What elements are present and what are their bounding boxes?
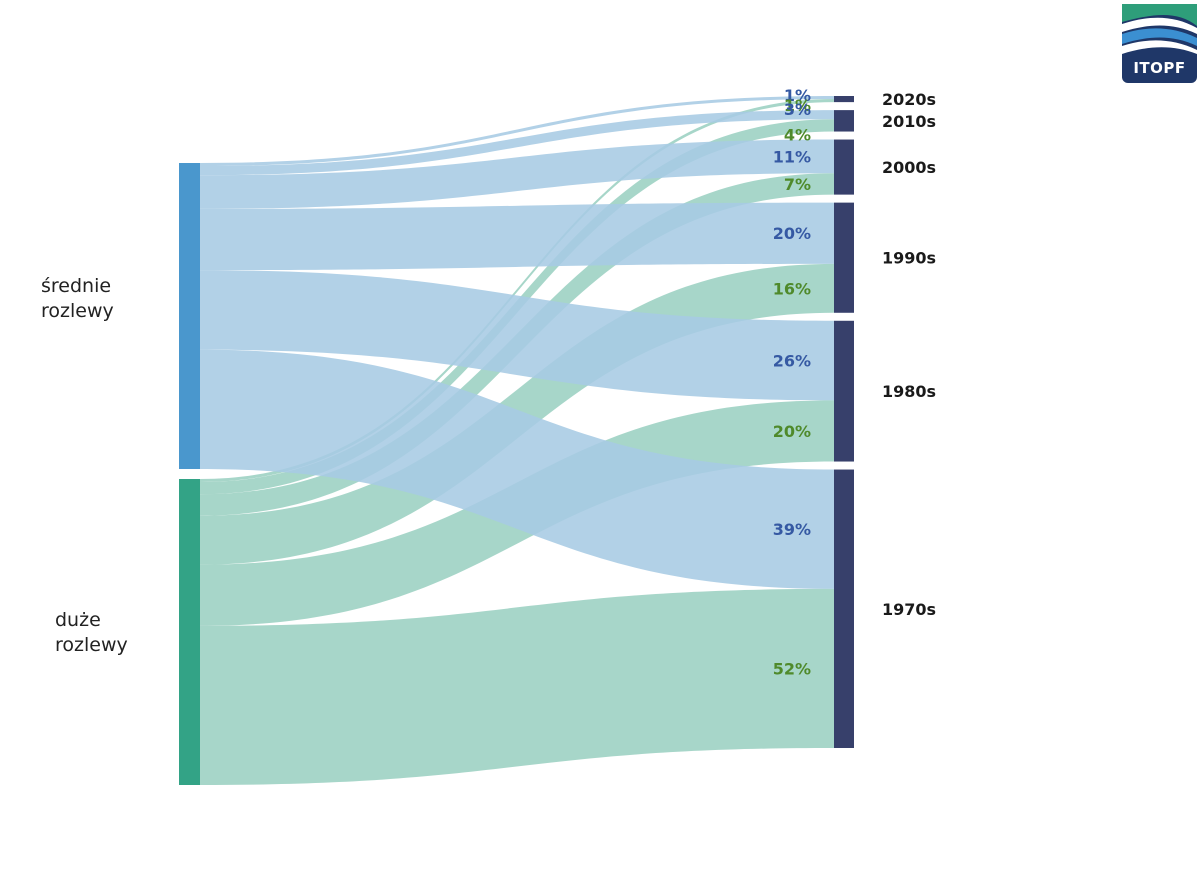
decade-label-2000s: 2000s <box>882 158 936 177</box>
percent-label-large-2010s: 4% <box>784 126 811 145</box>
decade-label-1970s: 1970s <box>882 600 936 619</box>
decade-label-2010s: 2010s <box>882 112 936 131</box>
flow-medium-2000s <box>200 139 834 209</box>
target-node-2020s <box>834 96 854 103</box>
percent-label-large-1980s: 20% <box>773 422 811 441</box>
labels-layer: 2020s 2010s 2000s 1990s 1980s 1970s 1%1%3% 4% 11… <box>773 86 936 678</box>
target-node-1970s <box>834 469 854 748</box>
percent-label-medium-2010s: 3% <box>784 100 811 119</box>
source-node-medium <box>179 163 200 469</box>
source-label-medium-spills: średnie rozlewy <box>41 275 114 322</box>
itopf-logo: ITOPF <box>1122 4 1197 83</box>
percent-label-large-2020s: 1% <box>784 96 811 115</box>
source-label-large-spills: duże rozlewy <box>55 609 128 656</box>
flow-medium-2010s <box>200 110 834 176</box>
percent-label-medium-2000s: 11% <box>773 147 811 166</box>
decade-label-1980s: 1980s <box>882 382 936 401</box>
flow-medium-1970s <box>200 349 834 589</box>
percent-label-large-1990s: 16% <box>773 279 811 298</box>
logo-text: ITOPF <box>1133 59 1186 77</box>
target-node-2000s <box>834 139 854 195</box>
source-node-large <box>179 479 200 785</box>
target-node-1980s <box>834 320 854 462</box>
decade-label-1990s: 1990s <box>882 249 936 268</box>
flow-medium-1990s <box>200 202 834 271</box>
target-node-2010s <box>834 110 854 132</box>
wave-logo-icon <box>1122 4 1197 83</box>
percent-label-medium-1970s: 39% <box>773 520 811 539</box>
percent-label-large-1970s: 52% <box>773 659 811 678</box>
flow-medium-2020s <box>200 96 834 167</box>
flow-medium-1980s <box>200 270 834 401</box>
percent-label-medium-2020s: 1% <box>784 86 811 105</box>
percent-label-large-2000s: 7% <box>784 175 811 194</box>
percent-label-medium-1980s: 26% <box>773 352 811 371</box>
percent-label-medium-1990s: 20% <box>773 224 811 243</box>
flows-layer <box>200 96 834 785</box>
target-node-1990s <box>834 202 854 313</box>
decade-label-2020s: 2020s <box>882 90 936 109</box>
flow-large-1970s <box>200 588 834 785</box>
flow-large-2020s <box>200 99 834 483</box>
nodes-layer <box>179 96 854 785</box>
